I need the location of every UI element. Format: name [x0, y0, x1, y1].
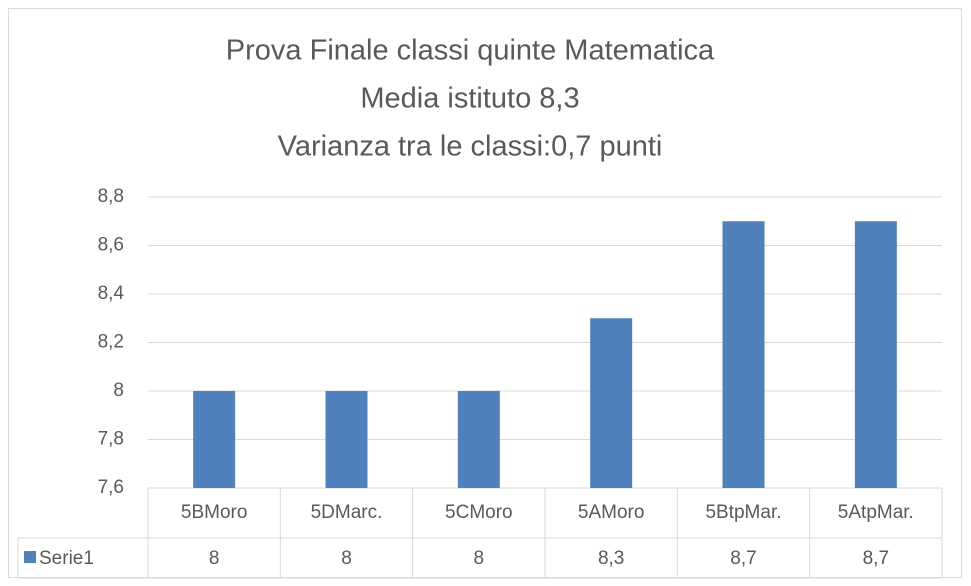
bar	[854, 221, 897, 488]
data-label: 8,7	[863, 548, 889, 569]
legend-swatch	[24, 551, 36, 563]
y-tick-label: 8,4	[98, 283, 125, 304]
bar	[193, 391, 236, 488]
legend-label: Serie1	[39, 548, 94, 569]
y-tick-label: 8,8	[98, 186, 124, 207]
y-tick-label: 7,8	[98, 429, 124, 450]
bar	[722, 221, 765, 488]
chart-title: Prova Finale classi quinte Matematica	[226, 35, 715, 67]
x-tick-label: 5AMoro	[578, 502, 645, 523]
x-tick-label: 5BtpMar.	[705, 502, 781, 523]
y-tick-label: 8,6	[98, 235, 124, 256]
x-tick-label: 5AtpMar.	[838, 502, 914, 523]
y-tick-label: 8	[113, 380, 124, 401]
bar	[325, 391, 368, 488]
x-tick-label: 5DMarc.	[311, 502, 383, 523]
data-label: 8	[341, 548, 352, 569]
data-label: 8,7	[730, 548, 756, 569]
data-label: 8,3	[598, 548, 624, 569]
data-label: 8	[209, 548, 220, 569]
y-tick-label: 8,2	[98, 332, 124, 353]
chart-subtitle: Varianza tra le classi:0,7 punti	[278, 131, 663, 163]
bar	[457, 391, 500, 488]
chart-subtitle: Media istituto 8,3	[360, 83, 579, 115]
bar	[590, 318, 633, 488]
y-tick-label: 7,6	[98, 477, 124, 498]
x-tick-label: 5BMoro	[181, 502, 248, 523]
x-tick-label: 5CMoro	[445, 502, 513, 523]
data-label: 8	[474, 548, 485, 569]
